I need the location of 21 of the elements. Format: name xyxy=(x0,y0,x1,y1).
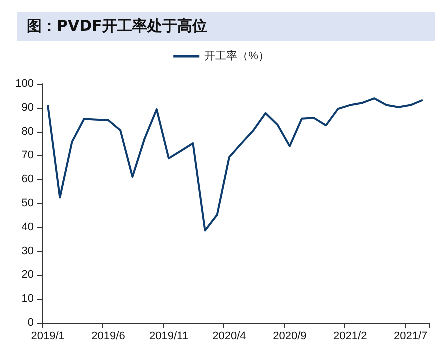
y-tick-label: 50 xyxy=(22,198,34,210)
y-tick-label: 80 xyxy=(22,126,34,138)
chart-title: 图：PVDF开工率处于高位 xyxy=(17,12,435,41)
legend-label: 开工率（%） xyxy=(204,50,270,62)
y-tick-label: 90 xyxy=(22,102,34,114)
x-tick-label: 2019/1 xyxy=(31,330,65,342)
y-tick-label: 40 xyxy=(22,221,34,234)
x-tick-label: 2020/9 xyxy=(273,330,307,342)
y-tick-label: 70 xyxy=(22,150,34,162)
x-tick-label: 2019/6 xyxy=(92,330,126,342)
y-tick-label: 30 xyxy=(22,245,34,258)
x-tick-label: 2020/4 xyxy=(212,330,246,342)
y-tick-label: 0 xyxy=(28,317,34,329)
x-tick-label: 2019/11 xyxy=(150,330,188,342)
x-tick-label: 2021/7 xyxy=(394,330,428,342)
y-tick-label: 100 xyxy=(16,78,34,90)
y-tick-label: 10 xyxy=(22,293,34,306)
y-tick-label: 60 xyxy=(22,174,34,186)
x-tick-label: 2021/2 xyxy=(334,330,368,342)
line-series xyxy=(47,98,424,232)
y-tick-label: 20 xyxy=(22,269,34,282)
